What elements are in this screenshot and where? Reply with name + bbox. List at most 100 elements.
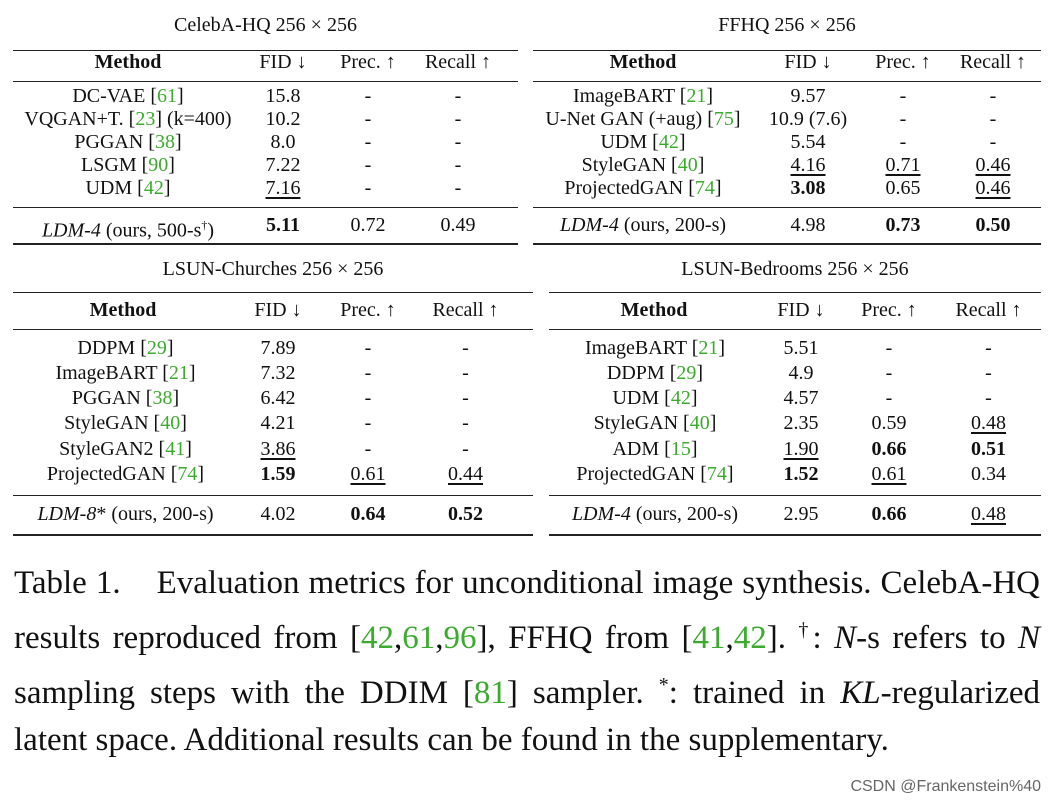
- recall-cell: 0.48: [971, 503, 1006, 525]
- citation[interactable]: 75: [713, 108, 734, 130]
- citation[interactable]: 40: [689, 412, 710, 434]
- rule: [13, 534, 533, 536]
- fid-cell: 2.35: [783, 412, 819, 434]
- citation[interactable]: 23: [135, 108, 156, 130]
- citation[interactable]: 61: [402, 620, 436, 656]
- recall-cell: -: [989, 85, 997, 107]
- citation[interactable]: 38: [152, 387, 173, 409]
- fid-cell: 5.54: [790, 131, 826, 153]
- header-prec: Prec. ↑: [861, 299, 917, 321]
- method-cell: UDM [42]: [600, 131, 686, 153]
- recall-cell: -: [454, 108, 462, 130]
- method-cell: ProjectedGAN [74]: [564, 177, 722, 199]
- citation[interactable]: 21: [698, 337, 719, 359]
- citation[interactable]: 15: [670, 438, 691, 460]
- header-row: Method FID ↓ Prec. ↑ Recall ↑: [549, 299, 1041, 322]
- citation[interactable]: 96: [443, 620, 477, 656]
- recall-cell: -: [454, 154, 462, 176]
- method-cell: ProjectedGAN [74]: [576, 463, 734, 485]
- citation[interactable]: 74: [177, 463, 198, 485]
- citation[interactable]: 40: [677, 154, 698, 176]
- header-fid: FID ↓: [254, 299, 302, 321]
- recall-cell: 0.49: [440, 214, 476, 236]
- recall-cell: 0.48: [971, 412, 1006, 434]
- fid-cell: 4.9: [788, 362, 814, 384]
- fid-cell: 3.08: [790, 177, 826, 199]
- citation[interactable]: 21: [168, 362, 189, 384]
- citation[interactable]: 42: [360, 620, 394, 656]
- ours-row: LDM-4 (ours, 200-s) 2.95 0.66 0.48: [549, 503, 1041, 526]
- table-row: StyleGAN2 [41] 3.86 - -: [13, 438, 533, 461]
- fid-cell: 6.42: [260, 387, 296, 409]
- citation[interactable]: 90: [148, 154, 169, 176]
- table-title: FFHQ 256 × 256: [718, 14, 856, 36]
- table-row: LSGM [90] 7.22 - -: [13, 154, 518, 177]
- citation[interactable]: 21: [686, 85, 707, 107]
- rule: [13, 50, 518, 51]
- table-row: StyleGAN [40] 4.16 0.71 0.46: [533, 154, 1041, 177]
- method-cell: DDPM [29]: [606, 362, 704, 384]
- table-row: ProjectedGAN [74] 1.52 0.61 0.34: [549, 463, 1041, 486]
- citation[interactable]: 61: [156, 85, 177, 107]
- header-fid: FID ↓: [777, 299, 825, 321]
- recall-cell: -: [462, 362, 469, 384]
- recall-cell: -: [985, 362, 992, 384]
- method-cell: VQGAN+T. [23] (k=400): [24, 108, 232, 130]
- citation[interactable]: 38: [154, 131, 175, 153]
- rule: [533, 50, 1041, 51]
- fid-cell: 7.22: [265, 154, 301, 176]
- recall-cell: -: [989, 108, 997, 130]
- citation[interactable]: 29: [146, 337, 167, 359]
- prec-cell: 0.61: [350, 463, 386, 485]
- prec-cell: -: [364, 438, 372, 460]
- citation[interactable]: 42: [143, 177, 164, 199]
- prec-cell: -: [364, 337, 372, 359]
- prec-cell: -: [364, 387, 372, 409]
- table-row: ProjectedGAN [74] 1.59 0.61 0.44: [13, 463, 533, 486]
- prec-cell: 0.61: [871, 463, 907, 485]
- method-cell: DDPM [29]: [77, 337, 174, 359]
- rule: [549, 292, 1041, 293]
- citation[interactable]: 42: [733, 620, 767, 656]
- header-recall: Recall ↑: [959, 51, 1027, 73]
- citation[interactable]: 40: [160, 412, 181, 434]
- fid-cell: 4.98: [790, 214, 826, 236]
- citation[interactable]: 42: [670, 387, 691, 409]
- citation[interactable]: 81: [473, 675, 507, 711]
- method-cell: LDM-4 (ours, 200-s): [571, 503, 739, 525]
- prec-cell: -: [364, 362, 372, 384]
- citation[interactable]: 41: [692, 620, 726, 656]
- citation[interactable]: 42: [658, 131, 679, 153]
- citation[interactable]: 41: [165, 438, 186, 460]
- citation[interactable]: 29: [676, 362, 697, 384]
- fid-cell: 2.95: [783, 503, 819, 525]
- recall-cell: -: [462, 412, 469, 434]
- recall-cell: 0.34: [971, 463, 1006, 485]
- prec-cell: 0.66: [871, 503, 907, 525]
- rule: [13, 495, 533, 496]
- fid-cell: 7.32: [260, 362, 296, 384]
- fid-cell: 10.9 (7.6): [768, 108, 848, 130]
- fid-cell: 15.8: [265, 85, 301, 107]
- prec-cell: -: [364, 154, 372, 176]
- table-title: LSUN-Bedrooms 256 × 256: [681, 258, 909, 280]
- citation[interactable]: 74: [694, 177, 715, 199]
- prec-cell: -: [364, 131, 372, 153]
- table-row: ProjectedGAN [74] 3.08 0.65 0.46: [533, 177, 1041, 200]
- rule: [13, 292, 533, 293]
- recall-cell: -: [454, 131, 462, 153]
- header-fid: FID ↓: [259, 51, 307, 73]
- prec-cell: -: [364, 108, 372, 130]
- rule: [13, 207, 518, 208]
- recall-cell: -: [989, 131, 997, 153]
- citation[interactable]: 74: [706, 463, 727, 485]
- recall-cell: 0.51: [971, 438, 1006, 460]
- method-cell: PGGAN [38]: [71, 387, 180, 409]
- table-row: PGGAN [38] 6.42 - -: [13, 387, 533, 410]
- header-fid: FID ↓: [784, 51, 832, 73]
- method-cell: StyleGAN [40]: [593, 412, 717, 434]
- recall-cell: -: [462, 438, 469, 460]
- recall-cell: 0.50: [975, 214, 1011, 236]
- rule: [533, 243, 1041, 245]
- table-row: UDM [42] 5.54 - -: [533, 131, 1041, 154]
